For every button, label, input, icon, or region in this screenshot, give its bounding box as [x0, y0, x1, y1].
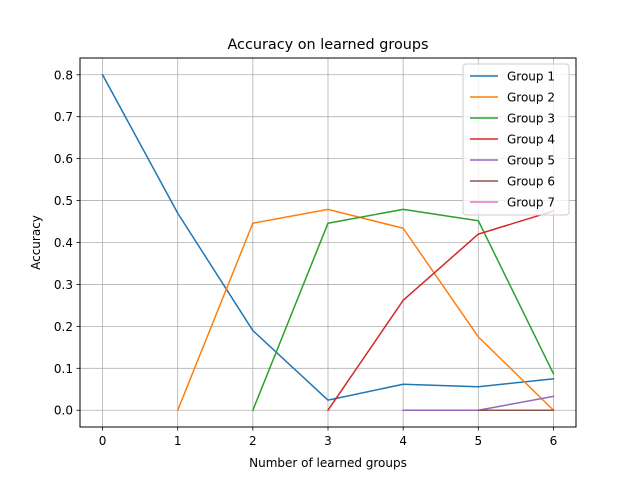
plot-lines — [101, 73, 555, 412]
series-line-group-2 — [176, 208, 555, 412]
y-tick-label: 0.2 — [54, 320, 73, 334]
y-tick-label: 0.6 — [54, 152, 73, 166]
series-line-group-3 — [251, 208, 555, 412]
y-tick-label: 0.0 — [54, 404, 73, 418]
x-tick-label: 1 — [174, 434, 182, 448]
chart-title: Accuracy on learned groups — [227, 37, 428, 53]
legend-label-group-5: Group 5 — [507, 154, 555, 168]
x-tick-label: 5 — [474, 434, 482, 448]
y-axis-label: Accuracy — [29, 215, 43, 270]
x-tick-label: 2 — [249, 434, 257, 448]
legend-box — [462, 63, 570, 216]
legend-label-group-7: Group 7 — [507, 196, 555, 210]
y-axis: 0.0 0.1 0.2 0.3 0.4 0.5 0.6 0.7 0.8 — [54, 68, 80, 418]
y-tick-label: 0.8 — [54, 68, 73, 82]
x-axis-label: Number of learned groups — [249, 456, 407, 470]
x-tick-label: 3 — [324, 434, 332, 448]
x-axis: 0 1 2 3 4 5 6 — [99, 427, 558, 448]
series-line-group-4 — [326, 210, 555, 412]
x-tick-label: 0 — [99, 434, 107, 448]
legend-label-group-4: Group 4 — [507, 133, 555, 147]
legend-label-group-1: Group 1 — [507, 70, 555, 84]
legend-label-group-6: Group 6 — [507, 175, 555, 189]
legend-label-group-3: Group 3 — [507, 112, 555, 126]
y-tick-label: 0.3 — [54, 278, 73, 292]
legend: Group 1 Group 2 Group 3 Group 4 Group 5 Group… — [462, 63, 570, 216]
y-tick-label: 0.5 — [54, 194, 73, 208]
y-tick-label: 0.7 — [54, 110, 73, 124]
y-tick-label: 0.1 — [54, 362, 73, 376]
series-line-group-1 — [101, 73, 555, 401]
x-tick-label: 4 — [399, 434, 407, 448]
y-tick-label: 0.4 — [54, 236, 73, 250]
legend-label-group-2: Group 2 — [507, 91, 555, 105]
x-tick-label: 6 — [550, 434, 558, 448]
